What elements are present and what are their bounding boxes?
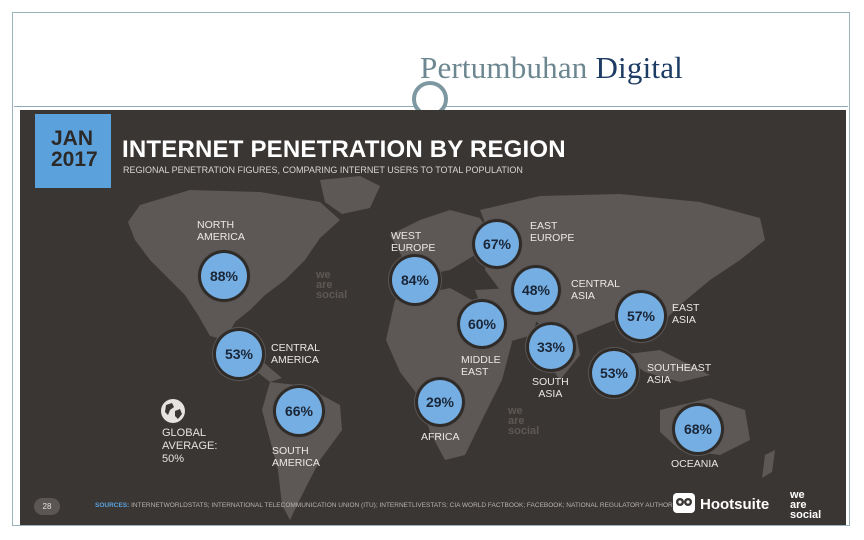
region-label-central-asia: CENTRAL ASIA [571,278,621,302]
slide-title: Pertumbuhan Digital [420,50,683,86]
region-label-central-america: CENTRAL AMERICA [271,342,321,366]
value-bubble-south-asia: 33% [529,325,573,369]
infographic-image: JAN 2017 INTERNET PENETRATION BY REGION … [20,110,846,525]
slide-frame [12,12,850,526]
region-label-south-america: SOUTH AMERICA [272,445,320,469]
region-label-east-asia: EAST ASIA [672,302,700,326]
sources-line: SOURCES: INTERNETWORLDSTATS; INTERNATION… [95,502,691,509]
value-bubble-north-america: 88% [201,253,247,299]
region-label-east-europe: EAST EUROPE [530,220,575,244]
we-are-social-logo-text: we are social [790,489,822,521]
region-label-africa: AFRICA [421,431,460,443]
sources-text: INTERNETWORLDSTATS; INTERNATIONAL TELECO… [131,502,691,509]
value-bubble-east-europe: 67% [475,222,519,266]
slide-title-part1: Pertumbuhan [420,50,596,85]
slide-title-part2: Digital [595,50,683,85]
value-bubble-africa: 29% [418,380,462,424]
value-bubble-central-asia: 48% [514,268,558,312]
value-bubble-east-asia: 57% [618,293,664,339]
value-bubble-middle-east: 60% [460,302,504,346]
watermark-logo-2: we are social [508,405,540,437]
sources-label: SOURCES: [95,502,130,509]
infographic-headline: INTERNET PENETRATION BY REGION [122,136,566,163]
value-bubble-central-america: 53% [216,331,262,377]
region-label-middle-east: MIDDLE EAST [461,354,501,378]
hootsuite-logo-text: Hootsuite [700,496,770,513]
globe-icon [161,399,185,423]
watermark-logo-1: we are social [316,269,348,301]
region-label-north-america: NORTH AMERICA [197,219,245,243]
region-label-oceania: OCEANIA [671,458,719,470]
region-label-west-europe: WEST EUROPE [391,230,436,254]
value-bubble-oceania: 68% [675,406,721,452]
value-bubble-west-europe: 84% [392,257,438,303]
date-badge: JAN 2017 [35,114,111,188]
region-label-southeast-asia: SOUTHEAST ASIA [647,362,712,386]
infographic-subheadline: REGIONAL PENETRATION FIGURES, COMPARING … [123,165,523,175]
global-average: GLOBAL AVERAGE: 50% [162,427,218,465]
value-bubble-south-america: 66% [276,388,322,434]
value-bubble-southeast-asia: 53% [592,351,636,395]
page-number: 28 [34,498,60,515]
region-label-south-asia: SOUTH ASIA [532,376,569,400]
owl-icon [673,493,695,513]
